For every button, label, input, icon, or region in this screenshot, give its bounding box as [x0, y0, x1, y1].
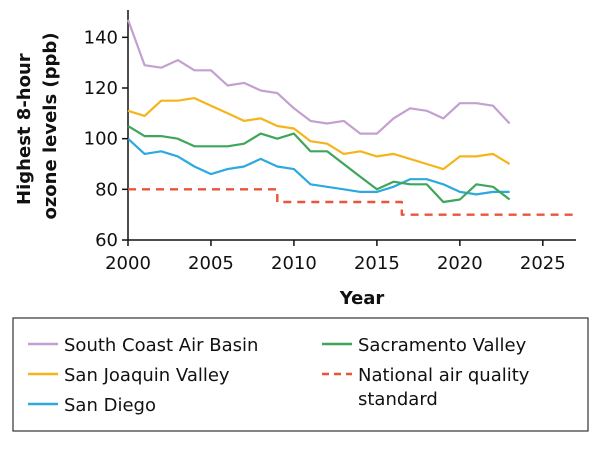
- x-axis-title: Year: [339, 288, 385, 309]
- x-axis-ticks: 2000 2005 2010 2015 2020 2025: [105, 240, 566, 274]
- x-tick-label: 2025: [520, 253, 566, 274]
- y-axis-title-line-1: Highest 8-hour: [14, 53, 35, 205]
- legend-label: San Joaquin Valley: [64, 365, 230, 386]
- y-tick-label: 80: [95, 179, 118, 200]
- legend-label: standard: [358, 389, 438, 410]
- legend-label: Sacramento Valley: [358, 335, 527, 356]
- legend-label: South Coast Air Basin: [64, 335, 258, 356]
- series-line-san-diego: [127, 137, 510, 196]
- plot-axes: [127, 10, 576, 241]
- y-axis-title: Highest 8-hour ozone levels (ppb): [14, 32, 61, 219]
- chart-legend: South Coast Air Basin San Joaquin Valley S…: [12, 317, 589, 432]
- legend-label: San Diego: [64, 395, 156, 416]
- x-tick-label: 2005: [188, 253, 234, 274]
- y-axis-title-line-2: ozone levels (ppb): [40, 32, 61, 219]
- legend-label: National air quality: [358, 365, 530, 386]
- x-tick-label: 2020: [437, 253, 483, 274]
- series-line-san-joaquin-valley: [127, 96, 511, 171]
- series-line-national-air-quality-standard: [128, 188, 576, 216]
- series-lines: [126, 19, 576, 216]
- x-tick-label: 2010: [271, 253, 317, 274]
- series-line-south-coast-air-basin: [126, 19, 511, 135]
- legend-box: [12, 317, 589, 432]
- y-tick-label: 100: [84, 129, 118, 150]
- y-axis-ticks: 60 80 100 120 140: [84, 27, 128, 251]
- y-tick-label: 140: [84, 27, 118, 48]
- x-tick-label: 2015: [354, 253, 400, 274]
- x-tick-label: 2000: [105, 253, 151, 274]
- y-tick-label: 60: [95, 230, 118, 251]
- y-tick-label: 120: [84, 78, 118, 99]
- series-line-sacramento-valley: [127, 125, 511, 204]
